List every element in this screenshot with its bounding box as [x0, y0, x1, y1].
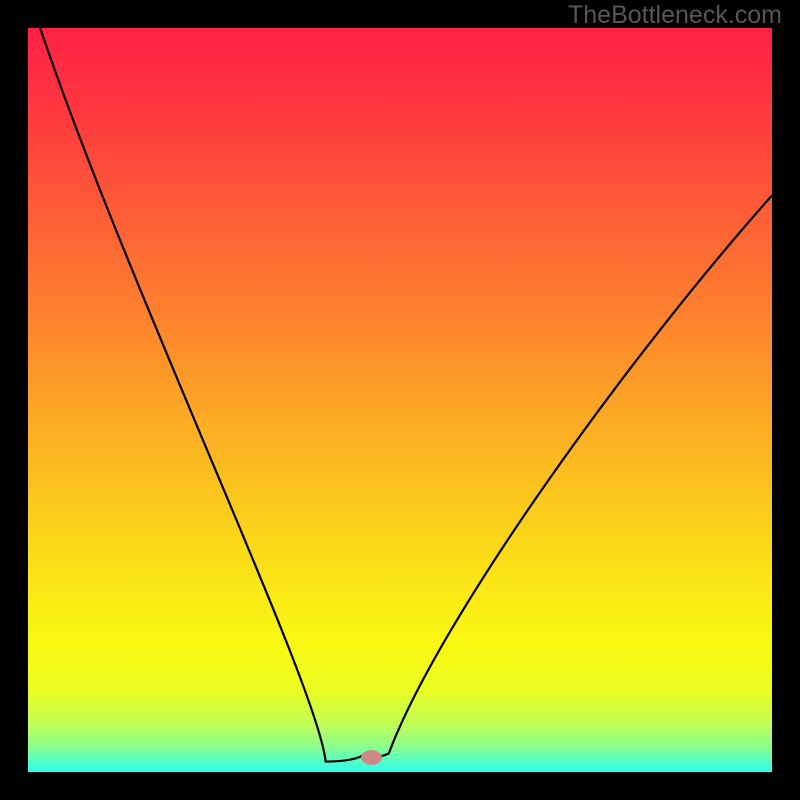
- watermark-text: TheBottleneck.com: [568, 1, 782, 30]
- chart-stage: { "canvas": { "width": 800, "height": 80…: [0, 0, 800, 800]
- plot-area: [28, 28, 772, 772]
- bottleneck-curve: [28, 28, 772, 772]
